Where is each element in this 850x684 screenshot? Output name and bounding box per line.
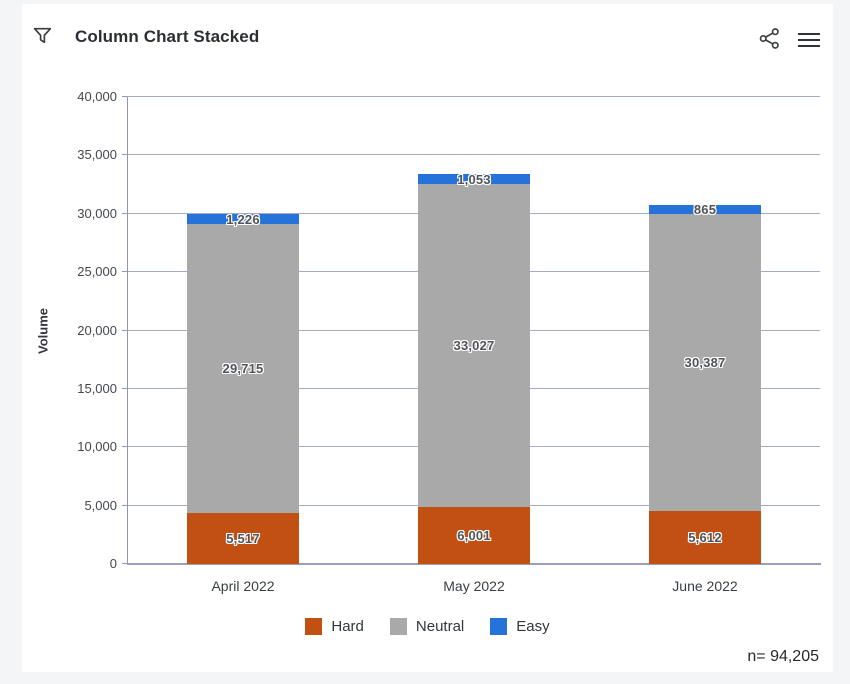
bar-segment-value: 5,517 xyxy=(226,531,260,546)
bar-segment-hard[interactable]: 6,001 xyxy=(418,507,530,564)
y-tick-label: 20,000 xyxy=(77,322,117,338)
y-tick-label: 15,000 xyxy=(77,380,117,396)
legend-swatch xyxy=(305,617,323,635)
filter-icon[interactable] xyxy=(30,23,54,47)
legend: Hard Neutral Easy xyxy=(22,614,833,638)
chart-plot: 0 5,000 10,000 15,000 20,000 25,000 30,000 35,0… xyxy=(22,4,833,672)
chart-title: Column Chart Stacked xyxy=(75,27,260,46)
y-tick-mark xyxy=(122,212,127,214)
y-axis-line xyxy=(127,97,128,564)
bar-segment-value: 30,387 xyxy=(684,355,726,370)
bar-segment-value: 29,715 xyxy=(222,361,264,376)
y-tick-label: 10,000 xyxy=(77,439,117,455)
legend-swatch xyxy=(389,617,407,635)
legend-item-neutral[interactable]: Neutral xyxy=(389,617,465,635)
y-tick-mark xyxy=(122,446,127,448)
y-tick-mark xyxy=(122,563,127,564)
x-axis-line xyxy=(127,563,821,565)
bar-segment-value: 865 xyxy=(693,202,717,217)
bar-segment-value: 1,226 xyxy=(226,211,260,227)
bar-segment-easy[interactable]: 1,226 xyxy=(187,211,299,227)
bar-segment-neutral[interactable]: 30,387 xyxy=(649,214,761,511)
chart-card: Column Chart Stacked 0 5,000 10,000 15,000 2… xyxy=(22,4,833,672)
y-tick-mark xyxy=(122,96,127,97)
y-tick-label: 40,000 xyxy=(77,89,117,104)
legend-label: Neutral xyxy=(415,617,465,635)
y-tick-mark xyxy=(122,271,127,273)
bar-segment-value: 33,027 xyxy=(453,338,495,353)
bar-segment-hard[interactable]: 5,517 xyxy=(187,513,299,564)
legend-label: Easy xyxy=(516,617,550,635)
sample-size-label: n= 94,205 xyxy=(747,648,819,665)
bar-segment-easy[interactable]: 865 xyxy=(649,202,761,217)
legend-swatch xyxy=(490,617,508,635)
gridline xyxy=(127,154,820,156)
legend-item-hard[interactable]: Hard xyxy=(305,617,364,635)
menu-icon[interactable] xyxy=(797,28,821,52)
legend-item-easy[interactable]: Easy xyxy=(490,617,550,635)
card-header: Column Chart Stacked xyxy=(22,4,833,64)
y-tick-label: 30,000 xyxy=(77,205,117,221)
y-axis-title: Volume xyxy=(35,307,51,354)
bar-segment-neutral[interactable]: 29,715 xyxy=(187,224,299,513)
y-tick-label: 25,000 xyxy=(77,264,117,280)
y-tick-mark xyxy=(122,387,127,389)
bar-segment-hard[interactable]: 5,612 xyxy=(649,511,761,564)
y-tick-mark xyxy=(122,329,127,331)
x-tick-label: June 2022 xyxy=(672,578,738,594)
bar-segment-easy[interactable]: 1,053 xyxy=(418,171,530,187)
y-tick-label: 5,000 xyxy=(84,497,117,513)
y-tick-label: 0 xyxy=(109,556,117,571)
legend-label: Hard xyxy=(331,617,364,635)
bar-segment-neutral[interactable]: 33,027 xyxy=(418,184,530,507)
share-icon[interactable] xyxy=(757,26,781,50)
x-tick-label: May 2022 xyxy=(443,578,505,594)
y-tick-mark xyxy=(122,504,127,506)
y-tick-label: 35,000 xyxy=(77,147,117,163)
bar-segment-value: 1,053 xyxy=(457,171,491,187)
bar-segment-value: 5,612 xyxy=(688,530,722,545)
x-tick-label: April 2022 xyxy=(211,578,275,594)
y-tick-mark xyxy=(122,154,127,156)
gridline xyxy=(127,96,820,97)
bar-segment-value: 6,001 xyxy=(457,528,491,543)
